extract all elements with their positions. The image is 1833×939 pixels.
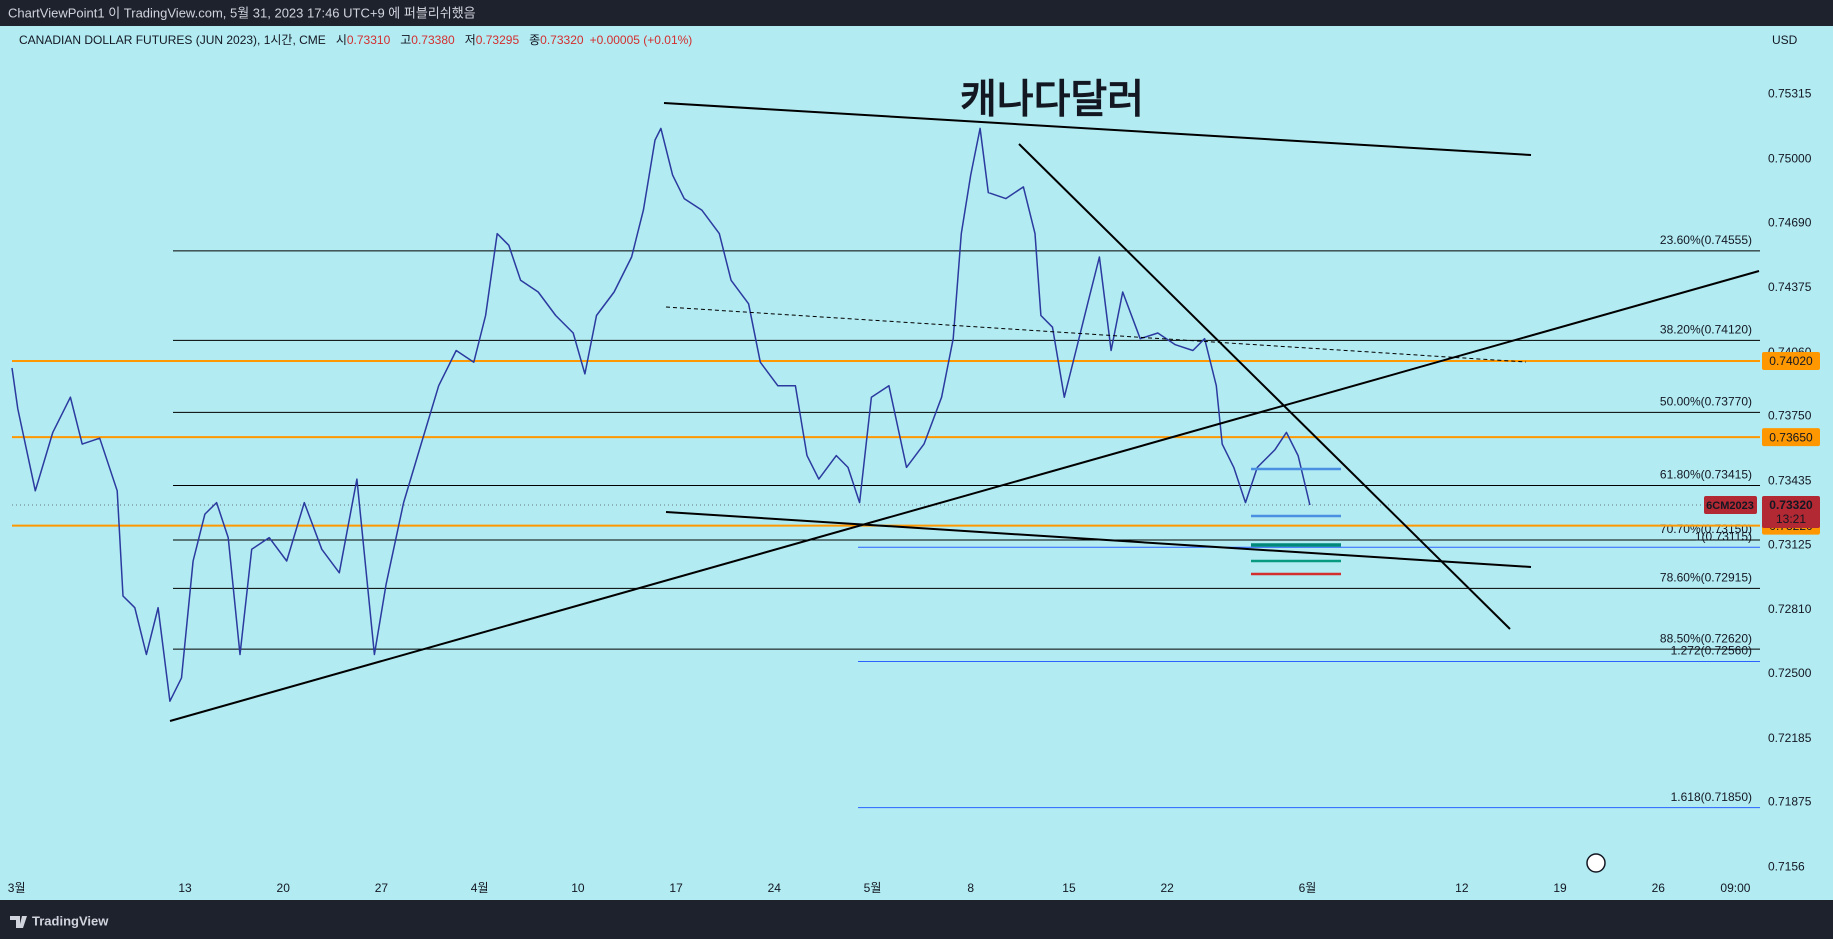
level-badge (1762, 428, 1820, 447)
x-tick-label: 17 (669, 881, 683, 895)
y-tick-label: 0.75315 (1768, 87, 1812, 101)
x-tick-label: 10 (571, 881, 585, 895)
last-price-badge (1762, 496, 1820, 529)
x-tick-label: 13 (178, 881, 192, 895)
ohlc-label: 고 (400, 33, 411, 47)
x-tick-label: 19 (1553, 881, 1567, 895)
level-badge-label: 0.74020 (1769, 354, 1813, 368)
x-tick-label: 3월 (8, 881, 26, 895)
y-tick-label: 0.75000 (1768, 151, 1812, 165)
x-tick-label: 4월 (471, 881, 489, 895)
symbol-badge (1704, 496, 1757, 515)
x-tick-label: 12 (1455, 881, 1469, 895)
x-tick-label: 15 (1062, 881, 1076, 895)
fib-label: 38.20%(0.74120) (1660, 323, 1752, 337)
x-tick-label: 8 (967, 881, 974, 895)
fib-label: 88.50%(0.72620) (1660, 631, 1752, 645)
x-tick-label: 20 (277, 881, 291, 895)
fib-label: 78.60%(0.72915) (1660, 571, 1752, 585)
y-tick-label: 0.73435 (1768, 474, 1812, 488)
last-price-label: 0.73320 (1769, 498, 1813, 512)
x-tick-label: 09:00 (1720, 881, 1750, 895)
trend-line (1018, 143, 1511, 630)
chart-title: 캐나다달러 (960, 78, 1144, 122)
fib-label: 1(0.73115) (1695, 529, 1752, 543)
trend-line (663, 102, 1532, 156)
footer-bar (0, 900, 1833, 939)
ohlc-label: 시 (336, 33, 347, 47)
ohlc-value: 0.73310 (347, 33, 391, 47)
y-tick-label: 0.72185 (1768, 731, 1812, 745)
fib-label: 1.272(0.72560) (1671, 644, 1752, 658)
x-tick-label: 5월 (864, 881, 882, 895)
x-tick-label: 27 (375, 881, 389, 895)
publish-header: ChartViewPoint1 이 TradingView.com, 5월 31… (8, 5, 476, 20)
y-tick-label: 0.71875 (1768, 795, 1812, 809)
x-tick-label: 22 (1161, 881, 1175, 895)
y-tick-label: 0.73750 (1768, 409, 1812, 423)
symbol-badge-label: 6CM2023 (1706, 500, 1754, 512)
price-layer (11, 127, 1311, 702)
clock-icon[interactable] (1586, 853, 1606, 873)
brand-name: TradingView (32, 913, 109, 928)
legend-change: +0.00005 (+0.01%) (590, 33, 693, 47)
chart-background (0, 26, 1833, 900)
ohlc-value: 0.73380 (411, 33, 455, 47)
brand-logo (10, 916, 27, 928)
y-tick-label: 0.74375 (1768, 280, 1812, 294)
dashed-line (665, 306, 1527, 363)
fib-label: 1.618(0.71850) (1671, 790, 1752, 804)
ohlc-value: 0.73295 (476, 33, 520, 47)
trend-line (665, 511, 1532, 568)
price-line (11, 127, 1311, 702)
ohlc-label: 종 (529, 33, 540, 47)
x-tick-label: 24 (768, 881, 782, 895)
countdown-label: 13:21 (1776, 512, 1806, 526)
x-tick-label: 6월 (1299, 881, 1317, 895)
currency-label: USD (1772, 33, 1798, 47)
y-tick-label: 0.74690 (1768, 215, 1812, 229)
y-tick-label: 0.7156 (1768, 859, 1805, 873)
symbol-legend: CANADIAN DOLLAR FUTURES (JUN 2023), 1시간,… (19, 33, 692, 47)
level-badge-label: 0.73650 (1769, 430, 1813, 444)
level-badge (1762, 351, 1820, 370)
drawings (169, 102, 1760, 873)
ohlc-label: 저 (465, 33, 476, 47)
x-tick-label: 26 (1652, 881, 1666, 895)
y-tick-label: 0.73125 (1768, 537, 1812, 551)
fib-label: 50.00%(0.73770) (1660, 395, 1752, 409)
ohlc-value: 0.73320 (540, 33, 584, 47)
axis-layer: 0.753150.750000.746900.743750.740600.737… (8, 87, 1820, 895)
level-layer: 23.60%(0.74555) 38.20%(0.74120) 50.00%(0.7… (12, 233, 1760, 809)
fib-label: 23.60%(0.74555) (1660, 233, 1752, 247)
fib-label: 61.80%(0.73415) (1660, 468, 1752, 482)
trend-line (169, 270, 1760, 722)
y-tick-label: 0.72810 (1768, 602, 1812, 616)
legend-symbol: CANADIAN DOLLAR FUTURES (JUN 2023), 1시간,… (19, 33, 326, 47)
y-tick-label: 0.72500 (1768, 666, 1812, 680)
